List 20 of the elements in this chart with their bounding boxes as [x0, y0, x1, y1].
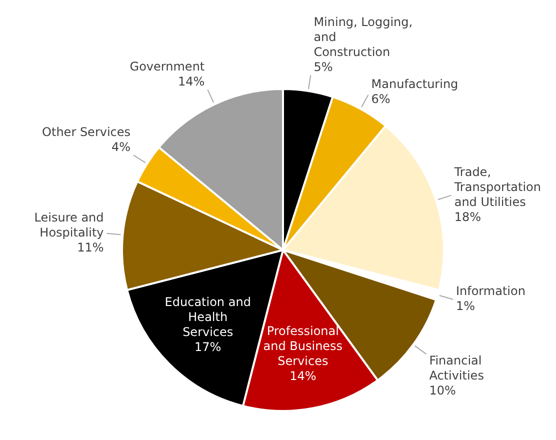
data-label: 5% [314, 60, 333, 74]
slice-label: Other Services [42, 124, 131, 139]
data-label: 10% [429, 384, 456, 398]
data-label: 14% [290, 369, 316, 384]
data-label: 11% [77, 240, 104, 254]
data-label: 1% [456, 299, 476, 314]
slice-label: Information [456, 284, 526, 298]
data-label: 14% [178, 74, 205, 88]
slice-label: Professional and Business Services [263, 324, 343, 368]
slice-label: Leisure and Hospitality [34, 210, 104, 240]
slice-label: Manufacturing [371, 76, 458, 91]
slice-label: Financial Activities [429, 354, 484, 383]
data-label: 4% [112, 140, 131, 154]
slice-label: Mining, Logging, and Construction [314, 14, 413, 59]
slice-label: Government [130, 59, 205, 74]
slice-label: Education and Health Services [164, 294, 251, 339]
slice-label: Trade, Transportation and Utilities [453, 164, 541, 209]
data-label: 6% [371, 92, 390, 106]
data-label: 18% [454, 210, 482, 224]
data-label: 17% [194, 340, 222, 354]
